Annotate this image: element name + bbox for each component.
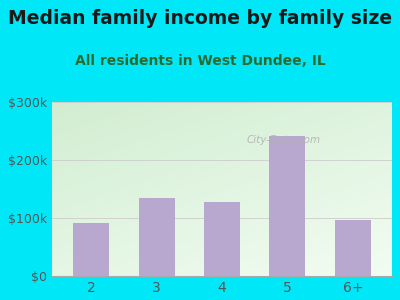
Text: Median family income by family size: Median family income by family size [8,9,392,28]
Text: City-Data.com: City-Data.com [246,135,320,145]
Bar [73,223,109,276]
Bar [204,202,240,276]
Text: All residents in West Dundee, IL: All residents in West Dundee, IL [75,54,325,68]
Bar [270,136,305,276]
Bar [139,198,174,276]
Bar [335,220,371,276]
